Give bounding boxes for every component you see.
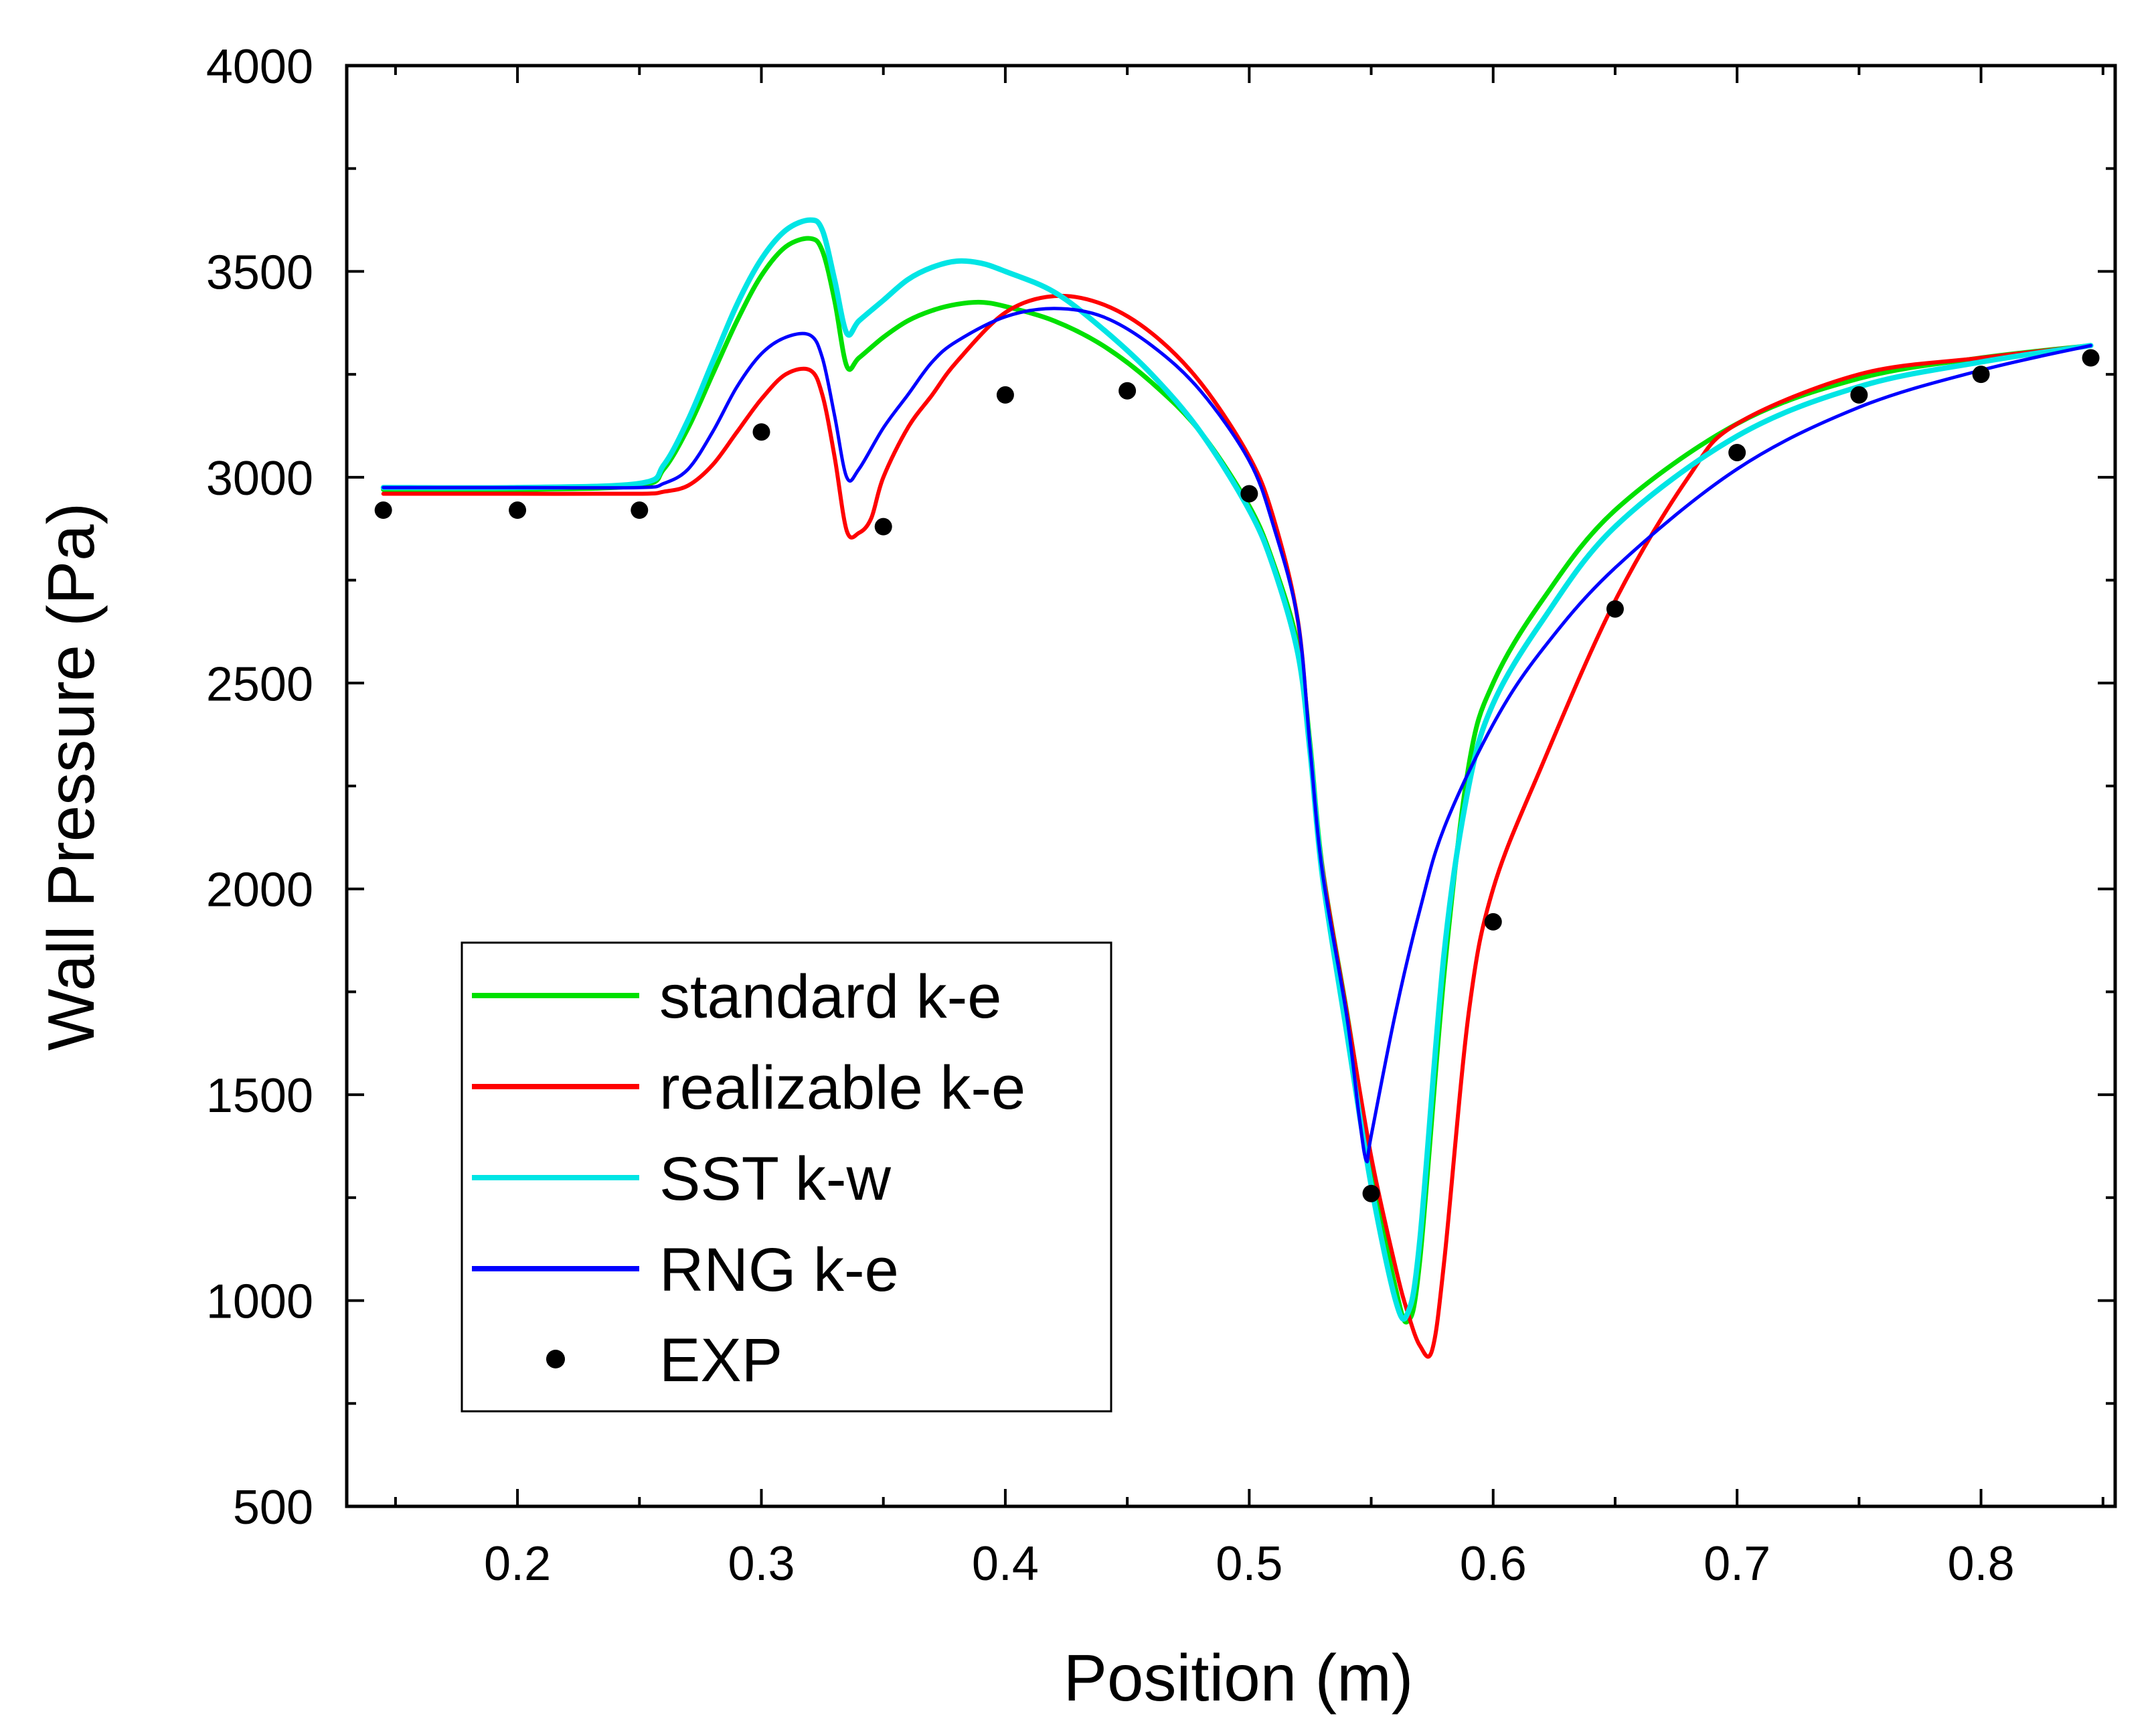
exp-markers-layer — [374, 349, 2100, 1202]
x-axis-title: Position (m) — [1064, 1641, 1414, 1715]
x-tick-label: 0.7 — [1704, 1537, 1770, 1591]
exp-data-point — [1606, 600, 1624, 618]
axes-layer: 0.2 0.3 0.4 0.5 0.6 0.7 0.8 500 1000 1500 2000 2500… — [206, 40, 2117, 1591]
series-line-sst-k-w — [380, 217, 2094, 1322]
x-tick-label: 0.8 — [1948, 1537, 2015, 1591]
y-tick-label: 2500 — [206, 657, 313, 711]
exp-data-point — [1728, 443, 1746, 461]
exp-data-point — [1362, 1184, 1380, 1202]
series-layer — [380, 217, 2094, 1359]
y-tick-label: 500 — [233, 1481, 313, 1534]
y-tick-label: 3000 — [206, 452, 313, 505]
exp-data-point — [2082, 349, 2100, 367]
x-tick-label: 0.4 — [972, 1537, 1039, 1591]
legend-marker-exp — [546, 1350, 565, 1368]
legend-box — [461, 941, 1112, 1413]
series-line-realizable-k-e — [381, 293, 2093, 1359]
exp-data-point — [1484, 913, 1502, 931]
legend-label-standard-ke: standard k-e — [659, 963, 1001, 1031]
exp-data-point — [996, 386, 1014, 404]
legend-label-exp: EXP — [659, 1326, 782, 1395]
exp-data-point — [752, 423, 770, 441]
x-tick-label: 0.3 — [728, 1537, 795, 1591]
legend: standard k-e realizable k-e SST k-w RNG … — [461, 941, 1112, 1413]
exp-data-point — [1972, 366, 1990, 384]
series-line-rng-k-e — [382, 307, 2093, 1164]
y-tick-label: 3500 — [206, 246, 313, 299]
y-tick-label: 1500 — [206, 1069, 313, 1123]
y-tick-label: 4000 — [206, 40, 313, 94]
legend-label-realizable-ke: realizable k-e — [659, 1054, 1025, 1122]
legend-label-rng-ke: RNG k-e — [659, 1236, 899, 1304]
exp-data-point — [1118, 382, 1137, 400]
legend-label-sst-kw: SST k-w — [659, 1145, 891, 1213]
exp-data-point — [1850, 386, 1868, 404]
x-tick-label: 0.6 — [1460, 1537, 1527, 1591]
exp-data-point — [509, 501, 527, 520]
y-tick-label: 2000 — [206, 864, 313, 917]
exp-data-point — [1240, 485, 1258, 503]
exp-data-point — [631, 501, 649, 520]
y-axis-title: Wall Pressure (Pa) — [34, 503, 108, 1051]
exp-data-point — [374, 501, 392, 520]
x-tick-label: 0.5 — [1216, 1537, 1282, 1591]
y-tick-label: 1000 — [206, 1275, 313, 1329]
x-tick-label: 0.2 — [484, 1537, 551, 1591]
exp-data-point — [874, 518, 892, 536]
